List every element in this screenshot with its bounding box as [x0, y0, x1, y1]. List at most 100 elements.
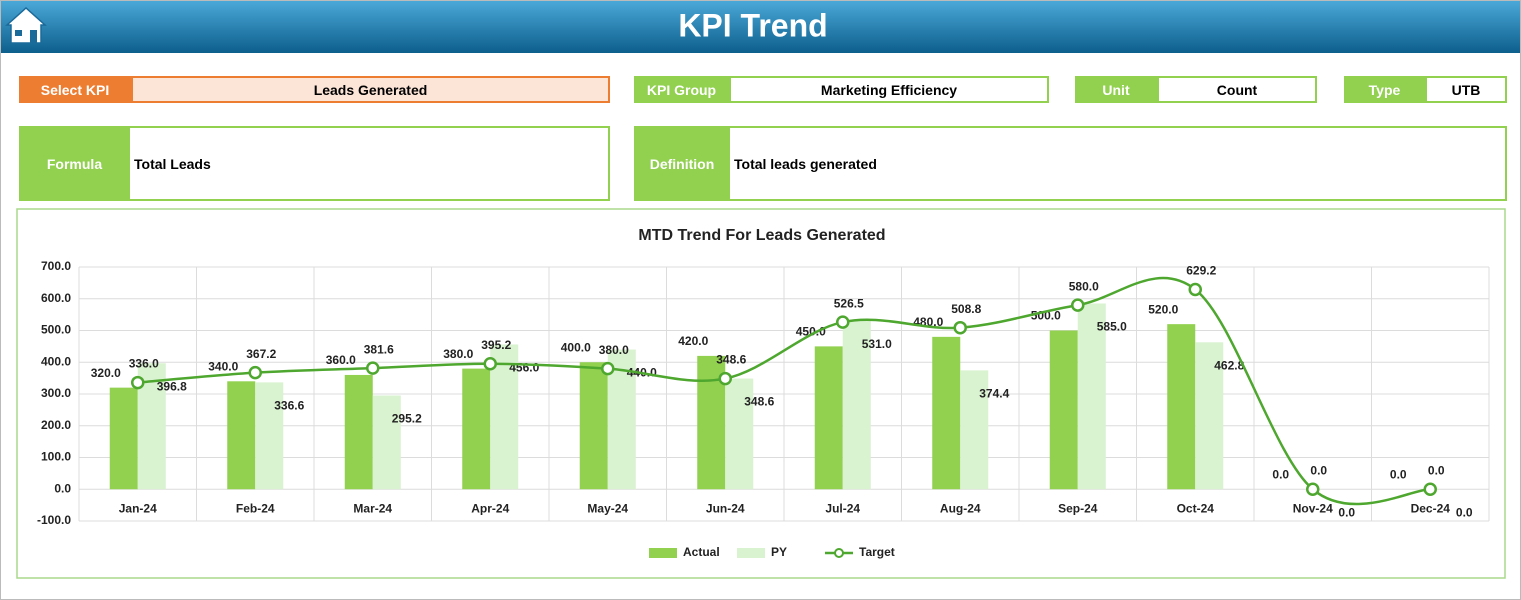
chart: MTD Trend For Leads Generated -100.0 0.0 1… — [16, 208, 1506, 579]
data-label: 629.2 — [1186, 264, 1216, 278]
x-tick-label: Aug-24 — [940, 501, 981, 515]
data-label: 531.0 — [862, 337, 892, 351]
y-tick-label: 400.0 — [41, 354, 71, 368]
data-label: 0.0 — [1428, 463, 1445, 477]
field-label: Select KPI — [19, 76, 131, 103]
y-tick-label: 600.0 — [41, 291, 71, 305]
data-label: 526.5 — [834, 296, 864, 310]
field-label: KPI Group — [634, 76, 729, 103]
target-marker — [1071, 298, 1085, 312]
data-label: 400.0 — [561, 340, 591, 354]
target-marker — [601, 361, 615, 376]
data-label: 336.6 — [274, 399, 304, 413]
data-label: 0.0 — [1310, 463, 1327, 477]
bar — [725, 378, 754, 490]
chart-title: MTD Trend For Leads Generated — [638, 227, 885, 244]
target-marker — [366, 361, 380, 375]
bar — [579, 362, 608, 490]
y-tick-label: 100.0 — [41, 450, 71, 464]
data-label: 450.0 — [796, 325, 826, 339]
legend-label: PY — [771, 545, 787, 559]
data-label: 0.0 — [1390, 467, 1407, 481]
data-label: 348.6 — [744, 395, 774, 409]
data-label: 336.0 — [129, 357, 159, 371]
legend-label: Actual — [683, 545, 720, 559]
x-tick-label: Dec-24 — [1411, 501, 1451, 515]
bar — [344, 374, 373, 490]
x-tick-label: Jul-24 — [825, 501, 860, 515]
target-marker — [1188, 282, 1202, 297]
bar — [109, 387, 138, 490]
definition-value: Total leads generated — [728, 126, 1507, 201]
bar — [1195, 342, 1224, 490]
y-tick-label: 200.0 — [41, 418, 71, 432]
home-icon[interactable] — [5, 6, 47, 44]
bar — [227, 381, 256, 490]
data-label: 380.0 — [599, 343, 629, 357]
y-tick-label: 300.0 — [41, 386, 71, 400]
target-marker — [483, 357, 497, 371]
x-tick-label: Sep-24 — [1058, 501, 1098, 515]
x-tick-label: Jan-24 — [119, 501, 157, 515]
target-marker — [1306, 482, 1320, 496]
target-marker — [248, 365, 262, 380]
header-bar: KPI Trend — [1, 1, 1520, 53]
data-label: 395.2 — [481, 338, 511, 352]
data-label: 396.8 — [157, 379, 187, 393]
data-label: 0.0 — [1456, 505, 1473, 519]
bar — [932, 336, 961, 490]
data-label: 381.6 — [364, 342, 394, 356]
target-marker — [1423, 482, 1437, 496]
y-tick-label: -100.0 — [37, 513, 71, 527]
data-label: 348.6 — [716, 353, 746, 367]
data-label: 367.2 — [246, 347, 276, 361]
data-label: 456.0 — [509, 361, 539, 375]
y-tick-label: 0.0 — [54, 481, 71, 495]
formula-value: Total Leads — [128, 126, 610, 201]
target-marker — [953, 320, 967, 335]
field-value: Marketing Efficiency — [729, 76, 1049, 103]
target-marker — [836, 315, 850, 329]
data-label: 380.0 — [443, 347, 473, 361]
x-tick-label: Nov-24 — [1293, 501, 1333, 515]
field-label: Type — [1344, 76, 1425, 103]
data-label: 585.0 — [1097, 320, 1127, 334]
y-tick-label: 700.0 — [41, 259, 71, 273]
data-label: 462.8 — [1214, 358, 1244, 372]
x-tick-label: Apr-24 — [471, 501, 509, 515]
x-tick-label: May-24 — [587, 501, 628, 515]
data-label: 295.2 — [392, 412, 422, 426]
data-label: 340.0 — [208, 359, 238, 373]
x-tick-label: Jun-24 — [706, 501, 745, 515]
field-value: Count — [1157, 76, 1317, 103]
data-label: 374.4 — [979, 387, 1009, 401]
bar — [372, 395, 401, 490]
formula-label: Formula — [19, 126, 130, 201]
legend-swatch — [737, 548, 765, 558]
data-label: 420.0 — [678, 334, 708, 348]
data-label: 508.8 — [951, 302, 981, 316]
bar — [842, 320, 871, 490]
x-tick-label: Mar-24 — [353, 501, 392, 515]
x-tick-label: Feb-24 — [236, 501, 275, 515]
bar — [462, 368, 491, 490]
data-label: 0.0 — [1272, 467, 1289, 481]
data-label: 0.0 — [1338, 505, 1355, 519]
x-tick-label: Oct-24 — [1177, 501, 1215, 515]
data-label: 320.0 — [91, 366, 121, 380]
legend-label: Target — [859, 545, 895, 559]
target-marker — [131, 375, 145, 390]
bar — [1077, 303, 1106, 490]
page-title: KPI Trend — [678, 7, 827, 43]
y-tick-label: 500.0 — [41, 323, 71, 337]
data-label: 520.0 — [1148, 302, 1178, 316]
bar — [814, 346, 843, 490]
header-background — [1, 1, 1520, 53]
bar — [960, 370, 989, 490]
legend-swatch — [834, 548, 844, 558]
kpi-select[interactable]: Leads Generated — [131, 76, 610, 103]
bar — [1167, 324, 1196, 490]
bar — [255, 382, 284, 490]
field-label: Unit — [1075, 76, 1157, 103]
